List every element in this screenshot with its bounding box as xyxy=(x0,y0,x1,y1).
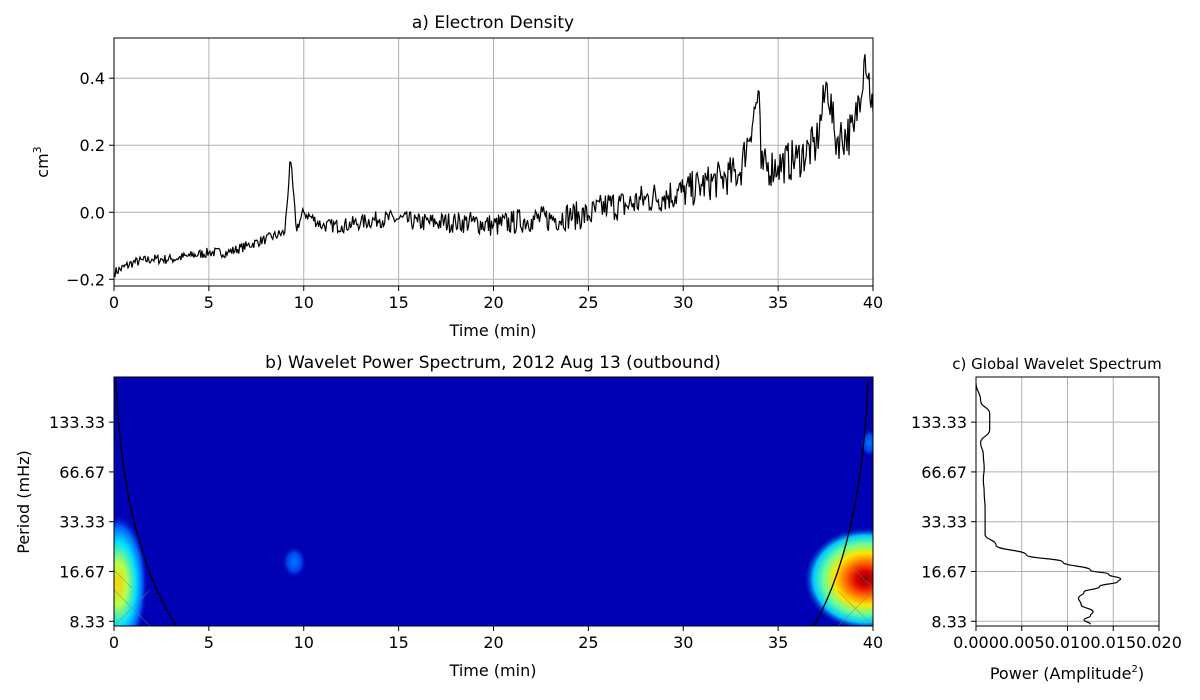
x-tick-label: 0.015 xyxy=(1090,633,1136,652)
chart-title-c: c) Global Wavelet Spectrum xyxy=(952,355,1161,373)
x-tick-label: 15 xyxy=(388,293,408,312)
chart-title-a: a) Electron Density xyxy=(412,13,574,33)
x-tick-label: 5 xyxy=(204,633,214,652)
x-axis-label-b: Time (min) xyxy=(449,661,537,680)
x-tick-label: 40 xyxy=(863,633,883,652)
x-ticks-b: 0 5 10 15 20 25 30 35 40 xyxy=(109,626,883,652)
y-tick-label: 8.33 xyxy=(931,612,967,631)
y-tick-label: 16.67 xyxy=(921,562,967,581)
y-tick-label: 66.67 xyxy=(59,463,105,482)
x-tick-label: 20 xyxy=(483,293,503,312)
x-tick-label: 30 xyxy=(673,633,693,652)
electron-density-panel: a) Electron Density 0 5 10 15 20 25 30 35 40 −0.… xyxy=(31,13,883,340)
x-tick-label: 0.010 xyxy=(1045,633,1091,652)
x-tick-label: 30 xyxy=(673,293,693,312)
cone-of-influence-right xyxy=(813,379,869,626)
y-tick-label: 8.33 xyxy=(69,612,105,631)
x-tick-label: 0.000 xyxy=(953,633,999,652)
x-tick-label: 40 xyxy=(863,293,883,312)
y-tick-label: 16.67 xyxy=(59,562,105,581)
x-tick-label: 0 xyxy=(109,633,119,652)
y-tick-label: 0.0 xyxy=(80,203,105,222)
cone-of-influence-left xyxy=(115,379,177,626)
electron-density-line xyxy=(114,54,873,278)
wavelet-heatmap xyxy=(114,377,873,626)
x-tick-label: 15 xyxy=(388,633,408,652)
x-axis-label-c: Power (Amplitude2) xyxy=(990,664,1144,683)
x-axis-label-a: Time (min) xyxy=(449,321,537,340)
x-tick-label: 0.020 xyxy=(1136,633,1182,652)
grid-c xyxy=(975,377,1160,626)
y-tick-label: −0.2 xyxy=(66,270,105,289)
y-tick-label: 0.4 xyxy=(80,69,105,88)
y-tick-label: 33.33 xyxy=(921,513,967,532)
x-tick-label: 35 xyxy=(768,633,788,652)
y-ticks-c: 133.33 66.67 33.33 16.67 8.33 xyxy=(911,413,976,631)
x-tick-label: 10 xyxy=(294,293,314,312)
y-ticks-b: 133.33 66.67 33.33 16.67 8.33 xyxy=(49,413,114,631)
x-tick-label: 0.005 xyxy=(999,633,1045,652)
y-axis-label-a: cm3 xyxy=(31,146,52,177)
global-spectrum-line xyxy=(976,382,1122,625)
x-tick-label: 35 xyxy=(768,293,788,312)
x-tick-label: 10 xyxy=(294,633,314,652)
chart-title-b: b) Wavelet Power Spectrum, 2012 Aug 13 (… xyxy=(265,353,721,373)
y-tick-label: 66.67 xyxy=(921,463,967,482)
power-blob xyxy=(282,546,307,579)
power-blob xyxy=(803,527,873,626)
x-tick-label: 25 xyxy=(578,293,598,312)
cone-hatch xyxy=(114,569,873,626)
global-wavelet-panel: c) Global Wavelet Spectrum 0.000 0.005 0.0… xyxy=(911,355,1182,683)
y-axis-label-b: Period (mHz) xyxy=(14,450,33,553)
y-ticks-a: −0.2 0.0 0.2 0.4 xyxy=(66,69,114,289)
y-tick-label: 133.33 xyxy=(911,413,967,432)
x-tick-label: 0 xyxy=(109,293,119,312)
y-tick-label: 133.33 xyxy=(49,413,105,432)
heatmap-background xyxy=(114,377,873,626)
x-tick-label: 20 xyxy=(483,633,503,652)
y-tick-label: 0.2 xyxy=(80,136,105,155)
x-tick-label: 25 xyxy=(578,633,598,652)
wavelet-power-panel: b) Wavelet Power Spectrum, 2012 Aug 13 (… xyxy=(14,353,883,680)
y-tick-label: 33.33 xyxy=(59,513,105,532)
grid-a xyxy=(113,38,874,286)
x-ticks-a: 0 5 10 15 20 25 30 35 40 xyxy=(109,286,883,312)
x-tick-label: 5 xyxy=(204,293,214,312)
x-ticks-c: 0.000 0.005 0.010 0.015 0.020 xyxy=(953,626,1182,652)
